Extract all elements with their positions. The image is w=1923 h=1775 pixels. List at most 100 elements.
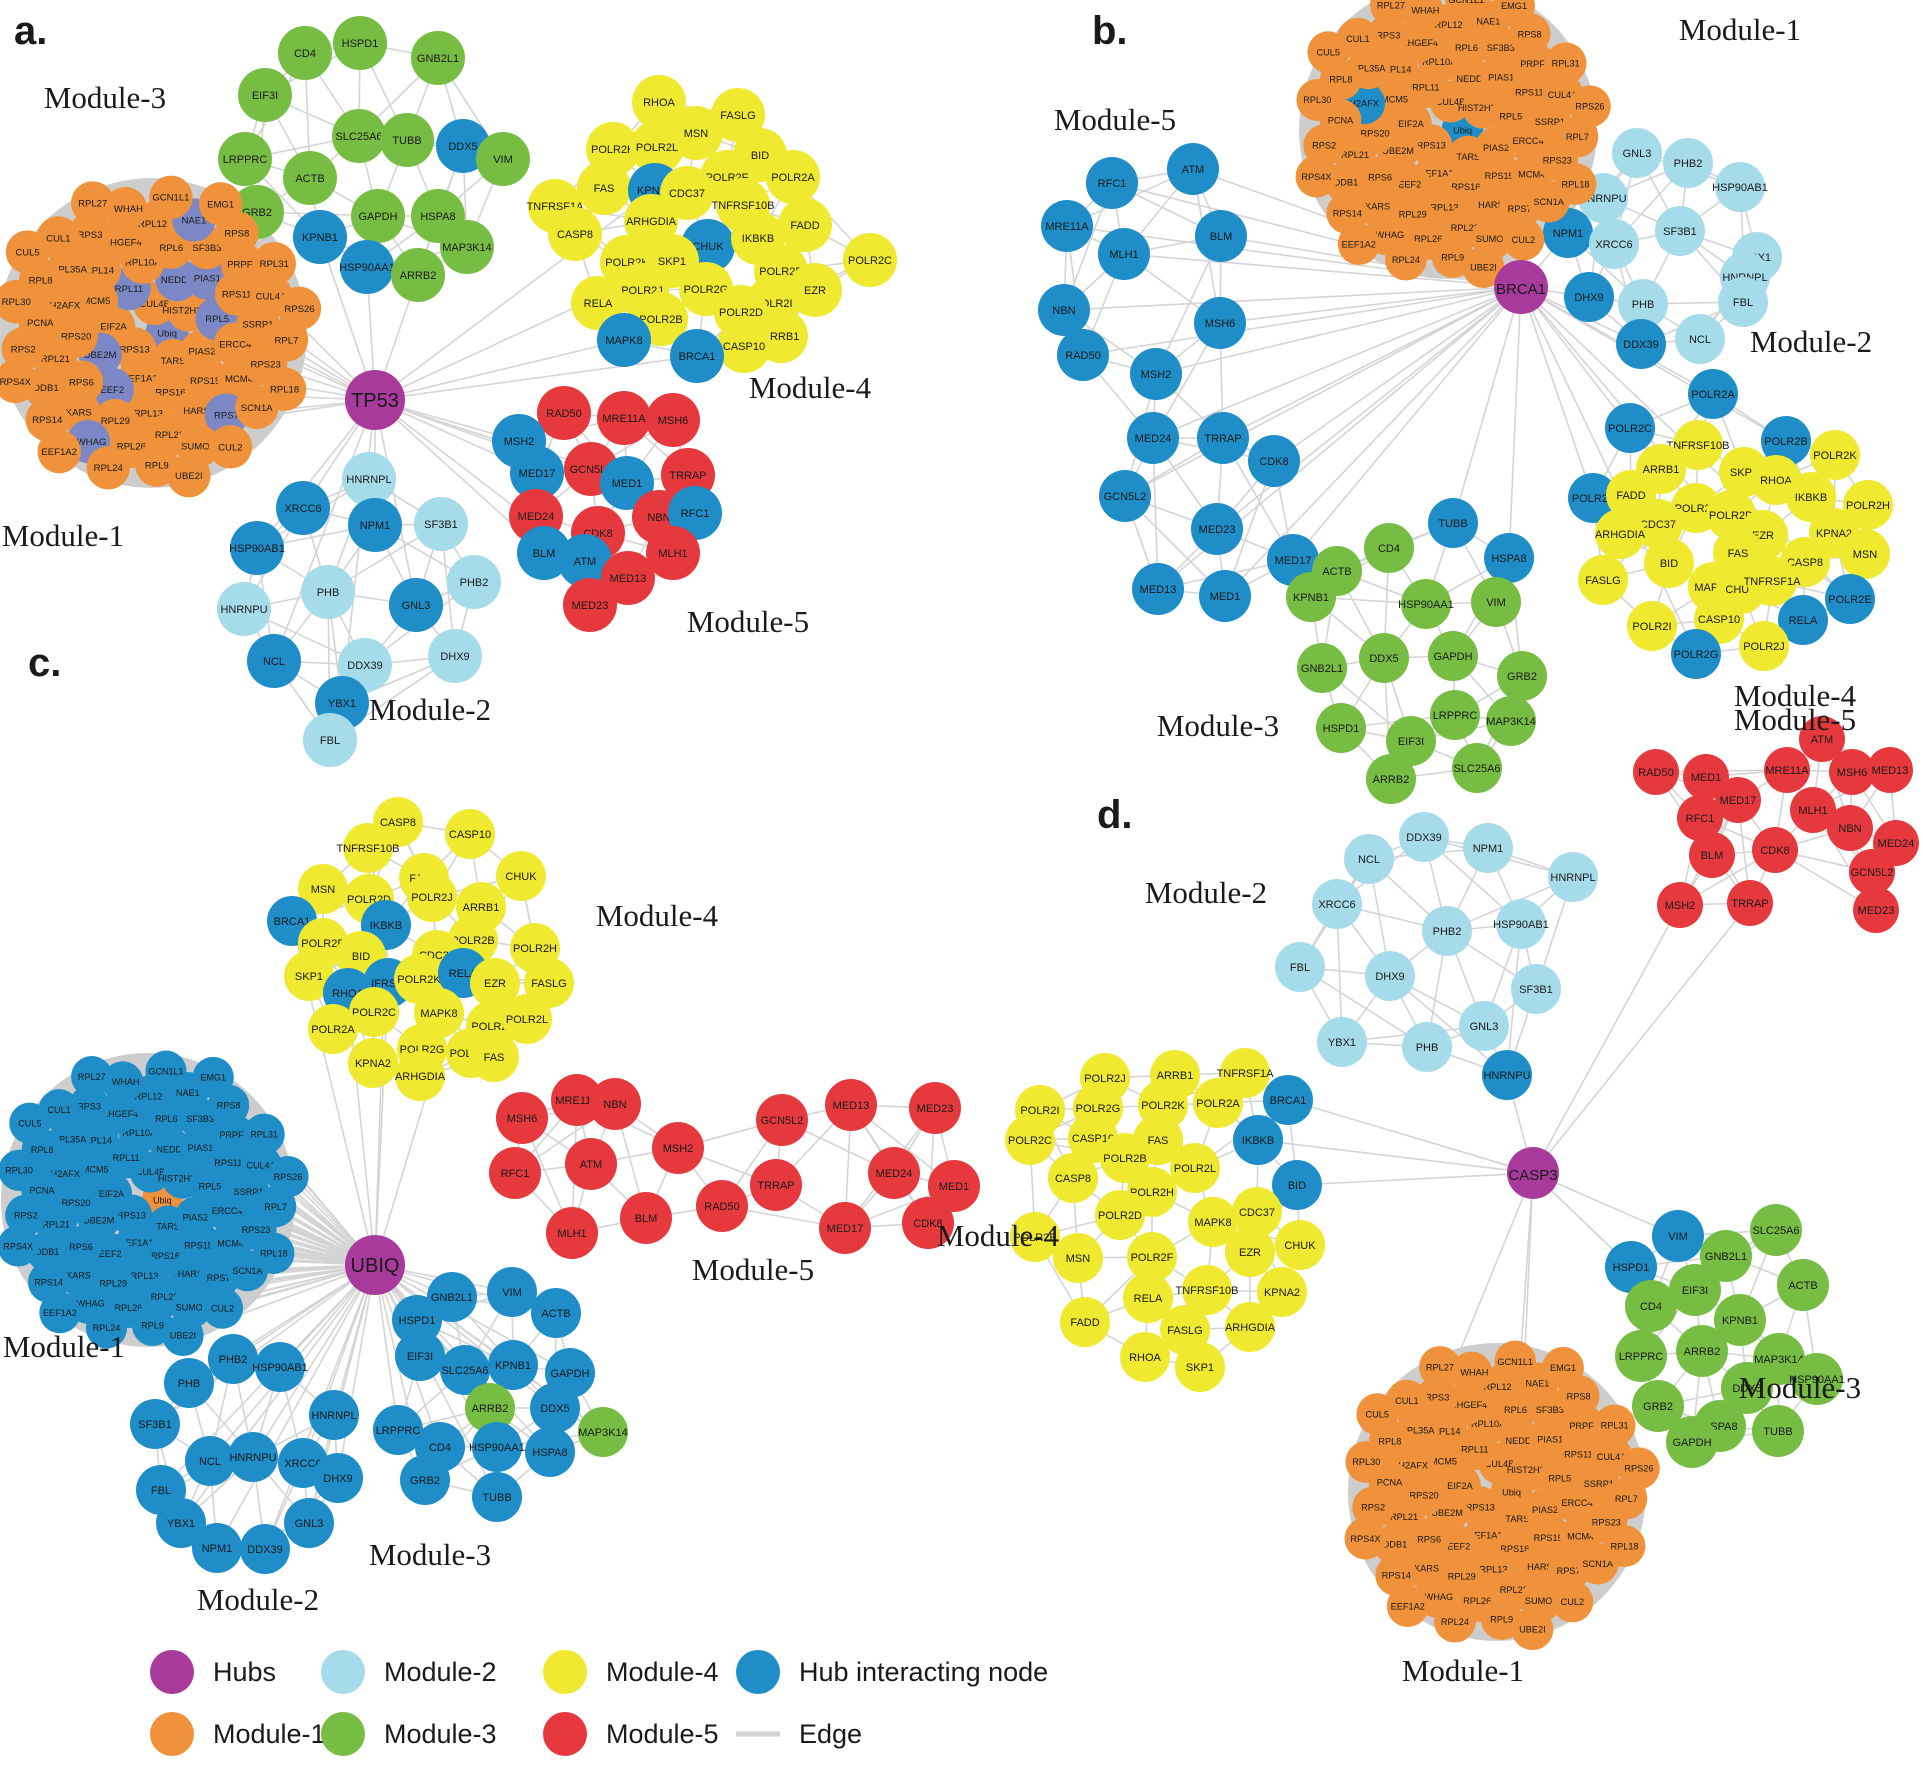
- node-MSH6[interactable]: MSH6: [646, 393, 700, 447]
- node-VIM[interactable]: VIM: [487, 1267, 537, 1317]
- node-UBE2I[interactable]: UBE2I: [167, 453, 211, 498]
- node-CASP10[interactable]: CASP10: [717, 319, 771, 373]
- node-POLR2H[interactable]: POLR2H: [1843, 480, 1893, 530]
- node-RPS26[interactable]: RPS26: [267, 1156, 309, 1198]
- node-GAPDH[interactable]: GAPDH: [351, 189, 405, 243]
- node-EIF3I[interactable]: EIF3I: [238, 68, 292, 122]
- node-SLC25A6[interactable]: SLC25A6: [332, 109, 386, 163]
- node-FASLG[interactable]: FASLG: [711, 88, 765, 142]
- node-POLR2B[interactable]: POLR2B: [1100, 1133, 1150, 1183]
- node-XRCC6[interactable]: XRCC6: [276, 481, 330, 535]
- node-RPL30[interactable]: RPL30: [0, 280, 38, 324]
- node-NCL[interactable]: NCL: [185, 1436, 235, 1486]
- node-MRE11A[interactable]: MRE11A: [551, 1074, 603, 1126]
- node-RPS4X[interactable]: RPS4X: [0, 1225, 39, 1267]
- node-RPL27[interactable]: RPL27: [1370, 0, 1412, 26]
- node-POLR2I[interactable]: POLR2I: [1627, 601, 1677, 651]
- node-MAP3K14[interactable]: MAP3K14: [578, 1407, 628, 1457]
- node-HNRNPU[interactable]: HNRNPU: [1482, 1050, 1532, 1100]
- node-EMG1[interactable]: EMG1: [198, 182, 243, 226]
- node-HSPD1[interactable]: HSPD1: [1316, 703, 1366, 753]
- node-ARHGDIA[interactable]: ARHGDIA: [624, 194, 678, 248]
- node-PHB[interactable]: PHB: [1618, 279, 1668, 329]
- node-TRRAP[interactable]: TRRAP: [750, 1159, 802, 1211]
- node-PHB[interactable]: PHB: [164, 1358, 214, 1408]
- node-LRPPRC[interactable]: LRPPRC: [373, 1405, 423, 1455]
- node-IKBKB[interactable]: IKBKB: [1233, 1115, 1283, 1165]
- node-PHB[interactable]: PHB: [1402, 1022, 1452, 1072]
- node-MAPK8[interactable]: MAPK8: [1188, 1197, 1238, 1247]
- node-YWHAH[interactable]: YWHAH: [102, 1061, 144, 1103]
- node-DHX9[interactable]: DHX9: [1365, 951, 1415, 1001]
- node-FBL[interactable]: FBL: [1718, 277, 1768, 327]
- node-RAD50[interactable]: RAD50: [696, 1180, 748, 1232]
- node-RPS2[interactable]: RPS2: [1, 327, 46, 371]
- node-HNRNPL[interactable]: HNRNPL: [342, 452, 396, 506]
- node-GCN1L1[interactable]: GCN1L1: [145, 1050, 187, 1092]
- node-MED13[interactable]: MED13: [825, 1079, 877, 1131]
- node-MLH1[interactable]: MLH1: [646, 526, 700, 580]
- node-YBX1[interactable]: YBX1: [1317, 1017, 1367, 1067]
- node-EIF3I[interactable]: EIF3I: [1669, 1264, 1721, 1316]
- node-SF3B1[interactable]: SF3B1: [1511, 964, 1561, 1014]
- node-VIM[interactable]: VIM: [476, 132, 530, 186]
- node-MRE11A[interactable]: MRE11A: [1041, 200, 1093, 252]
- node-RHOA[interactable]: RHOA: [632, 75, 686, 129]
- node-TNFRSF10B[interactable]: TNFRSF10B: [1667, 420, 1730, 470]
- node-POLR2A[interactable]: POLR2A: [766, 150, 820, 204]
- node-CASP8[interactable]: CASP8: [1048, 1153, 1098, 1203]
- node-CD4[interactable]: CD4: [1364, 523, 1414, 573]
- node-RFC1[interactable]: RFC1: [668, 486, 722, 540]
- node-CHUK[interactable]: CHUK: [496, 851, 546, 901]
- node-POLR2E[interactable]: POLR2E: [1825, 574, 1875, 624]
- node-GNL3[interactable]: GNL3: [1459, 1001, 1509, 1051]
- node-NBN[interactable]: NBN: [589, 1078, 641, 1130]
- node-POLR2J[interactable]: POLR2J: [407, 872, 457, 922]
- node-EEF1A2[interactable]: EEF1A2: [1337, 223, 1380, 266]
- node-KPNB1[interactable]: KPNB1: [1286, 572, 1336, 622]
- node-MSH6[interactable]: MSH6: [1829, 749, 1875, 795]
- node-MLH1[interactable]: MLH1: [546, 1207, 598, 1259]
- node-RPL31[interactable]: RPL31: [1593, 1404, 1636, 1447]
- node-RELA[interactable]: RELA: [1778, 595, 1828, 645]
- node-TRRAP[interactable]: TRRAP: [1727, 880, 1773, 926]
- node-EMG1[interactable]: EMG1: [192, 1056, 234, 1099]
- node-TUBB[interactable]: TUBB: [1752, 1405, 1804, 1457]
- node-FASLG[interactable]: FASLG: [1578, 555, 1628, 605]
- node-RPL18[interactable]: RPL18: [253, 1232, 295, 1275]
- node-GRB2[interactable]: GRB2: [1632, 1380, 1684, 1432]
- node-CASP10[interactable]: CASP10: [445, 809, 495, 859]
- node-POLR2L[interactable]: POLR2L: [502, 994, 552, 1044]
- node-POLR2B[interactable]: POLR2B: [1761, 416, 1811, 466]
- node-KPNA2[interactable]: KPNA2: [348, 1038, 398, 1088]
- node-POLR2L[interactable]: POLR2L: [630, 120, 684, 174]
- node-DDX39[interactable]: DDX39: [1616, 319, 1666, 369]
- node-MED23[interactable]: MED23: [909, 1082, 961, 1134]
- node-MED1[interactable]: MED1: [1683, 754, 1729, 800]
- node-RPS4X[interactable]: RPS4X: [1344, 1517, 1387, 1560]
- node-LRPPRC[interactable]: LRPPRC: [1615, 1330, 1667, 1382]
- node-EEF1A2[interactable]: EEF1A2: [1386, 1585, 1429, 1628]
- node-HSP90AB1[interactable]: HSP90AB1: [1712, 162, 1768, 212]
- node-NCL[interactable]: NCL: [1675, 314, 1725, 364]
- node-PHB2[interactable]: PHB2: [1422, 906, 1472, 956]
- node-MSH6[interactable]: MSH6: [496, 1092, 548, 1144]
- node-NCL[interactable]: NCL: [1344, 834, 1394, 884]
- node-PHB[interactable]: PHB: [301, 565, 355, 619]
- node-KPNA2[interactable]: KPNA2: [1257, 1267, 1307, 1317]
- node-KPNB1[interactable]: KPNB1: [293, 210, 347, 264]
- node-DHX9[interactable]: DHX9: [313, 1453, 363, 1503]
- node-HSP90AB1[interactable]: HSP90AB1: [229, 521, 285, 575]
- node-NBN[interactable]: NBN: [1827, 805, 1873, 851]
- node-HSPD1[interactable]: HSPD1: [333, 16, 387, 70]
- node-EMG1[interactable]: EMG1: [1493, 0, 1535, 27]
- node-GCN1L1[interactable]: GCN1L1: [1445, 0, 1488, 21]
- hub-node-BRCA1[interactable]: BRCA1: [1494, 260, 1548, 314]
- node-KPNB1[interactable]: KPNB1: [1714, 1294, 1766, 1346]
- node-CD4[interactable]: CD4: [278, 26, 332, 80]
- node-UBE2I[interactable]: UBE2I: [1511, 1608, 1554, 1651]
- node-FAS[interactable]: FAS: [577, 161, 631, 215]
- node-GNB2L1[interactable]: GNB2L1: [1297, 643, 1347, 693]
- node-CD4[interactable]: CD4: [1625, 1280, 1677, 1332]
- node-UBE2I[interactable]: UBE2I: [162, 1314, 204, 1357]
